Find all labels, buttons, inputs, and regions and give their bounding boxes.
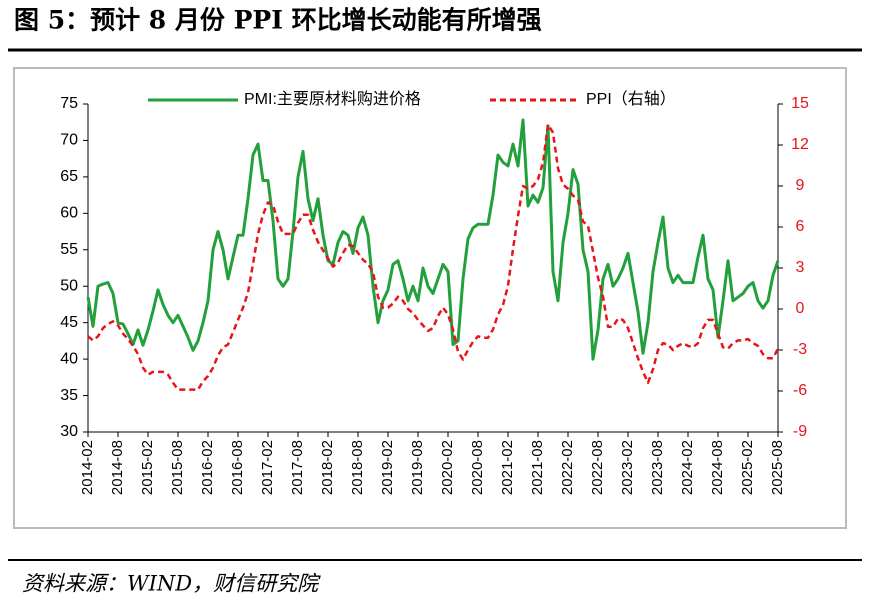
- y-tick-label: 50: [60, 277, 78, 294]
- y-tick-label: 65: [60, 168, 78, 185]
- x-tick-label: 2020-08: [469, 440, 486, 495]
- x-tick-label: 2018-08: [349, 440, 366, 495]
- y2-tick-label: 3: [796, 259, 805, 276]
- y2-tick-label: 15: [791, 95, 809, 112]
- series-line: [87, 123, 780, 391]
- x-tick-label: 2016-08: [229, 440, 246, 495]
- y-tick-label: 70: [60, 132, 78, 149]
- x-tick-label: 2014-02: [79, 440, 96, 495]
- x-tick-label: 2024-08: [709, 440, 726, 495]
- y2-tick-label: -3: [793, 341, 807, 358]
- x-tick-label: 2019-08: [409, 440, 426, 495]
- source: 资料来源：WIND，财信研究院: [22, 572, 321, 596]
- x-tick-label: 2017-08: [289, 440, 306, 495]
- y-tick-label: 45: [60, 314, 78, 331]
- x-tick-label: 2016-02: [199, 440, 216, 495]
- x-tick-label: 2014-08: [109, 440, 126, 495]
- chart-frame: [13, 67, 847, 529]
- legend-label: PMI:主要原材料购进价格: [244, 90, 421, 108]
- chart-title: 图 5：预计 8 月份 PPI 环比增长动能有所增强: [14, 6, 542, 35]
- x-tick-label: 2015-02: [139, 440, 156, 495]
- y-tick-label: 40: [60, 350, 78, 367]
- y2-tick-label: 6: [796, 218, 805, 235]
- series-line: [86, 118, 780, 361]
- y2-tick-label: 0: [796, 300, 805, 317]
- x-tick-label: 2020-02: [439, 440, 456, 495]
- x-tick-label: 2023-08: [649, 440, 666, 495]
- x-tick-label: 2023-02: [619, 440, 636, 495]
- x-tick-label: 2021-02: [499, 440, 516, 495]
- y2-tick-label: 12: [791, 136, 809, 153]
- legend-label: PPI（右轴）: [586, 90, 676, 108]
- y2-tick-label: 9: [796, 177, 805, 194]
- x-tick-label: 2018-02: [319, 440, 336, 495]
- y-tick-label: 30: [60, 423, 78, 440]
- x-tick-label: 2025-08: [769, 440, 786, 495]
- x-tick-label: 2015-08: [169, 440, 186, 495]
- y-tick-label: 60: [60, 205, 78, 222]
- x-tick-label: 2022-02: [559, 440, 576, 495]
- x-tick-label: 2017-02: [259, 440, 276, 495]
- y-tick-label: 35: [60, 387, 78, 404]
- x-tick-label: 2021-08: [529, 440, 546, 495]
- x-tick-label: 2022-08: [589, 440, 606, 495]
- y-tick-label: 75: [60, 95, 78, 112]
- x-tick-label: 2025-02: [739, 440, 756, 495]
- x-tick-label: 2024-02: [679, 440, 696, 495]
- x-tick-label: 2019-02: [379, 440, 396, 495]
- y2-tick-label: -6: [793, 382, 807, 399]
- y2-tick-label: -9: [793, 423, 807, 440]
- y-tick-label: 55: [60, 241, 78, 258]
